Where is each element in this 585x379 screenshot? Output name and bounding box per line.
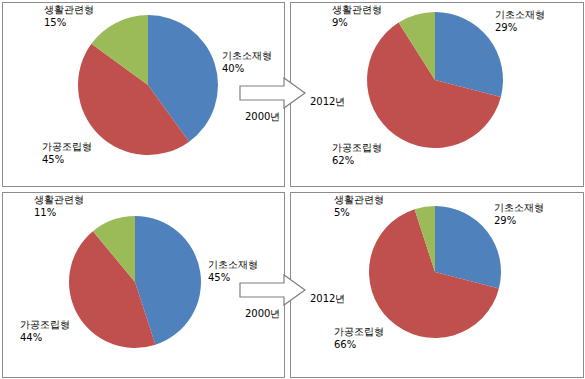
svg-text:기초소재형40%: 기초소재형40%	[222, 50, 272, 74]
svg-text:기초소재형29%: 기초소재형29%	[495, 9, 545, 33]
svg-text:2012년: 2012년	[310, 293, 345, 304]
svg-text:생활관련형11%: 생활관련형11%	[34, 194, 84, 218]
svg-text:가공조립형45%: 가공조립형45%	[42, 141, 92, 165]
svg-text:가공조립형66%: 가공조립형66%	[334, 326, 384, 350]
svg-text:가공조립형44%: 가공조립형44%	[20, 319, 70, 343]
svg-text:생활관련형9%: 생활관련형9%	[332, 4, 382, 28]
svg-text:생활관련형15%: 생활관련형15%	[44, 4, 94, 28]
svg-text:가공조립형62%: 가공조립형62%	[332, 142, 382, 166]
svg-text:생활관련형5%: 생활관련형5%	[334, 194, 384, 218]
svg-text:2000년: 2000년	[245, 308, 280, 319]
svg-text:2012년: 2012년	[310, 96, 345, 107]
svg-text:기초소재형45%: 기초소재형45%	[208, 259, 258, 283]
svg-text:기초소재형29%: 기초소재형29%	[494, 202, 544, 226]
svg-text:2000년: 2000년	[245, 111, 280, 122]
